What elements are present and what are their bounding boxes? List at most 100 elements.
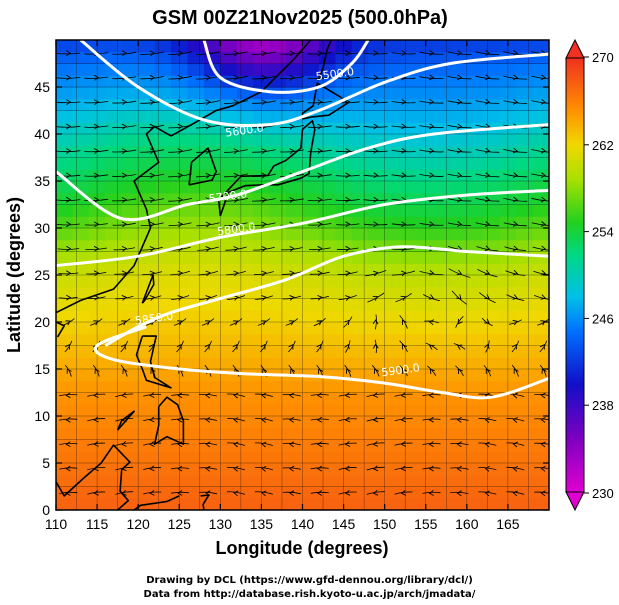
streamline-arrowhead (317, 172, 323, 179)
temperature-cell (105, 122, 123, 135)
streamline-arrowhead (233, 465, 239, 472)
streamline-arrowhead (261, 197, 267, 203)
temperature-cell (286, 192, 304, 206)
temperature-cell (56, 439, 73, 452)
temperature-cell (121, 87, 139, 100)
colorbar-label: 246 (592, 311, 614, 326)
temperature-cell (401, 122, 419, 135)
temperature-cell (56, 122, 73, 135)
streamline-arrowhead (149, 74, 155, 81)
temperature-cell (532, 228, 549, 241)
streamline-arrowhead (512, 196, 519, 203)
streamline-arrowhead (401, 344, 407, 350)
streamline-arrowhead (484, 465, 490, 472)
streamline-arrowhead (317, 221, 323, 228)
temperature-cell (450, 169, 468, 182)
temperature-cell (401, 110, 419, 123)
temperature-cell (286, 404, 304, 417)
streamline (448, 268, 471, 278)
temperature-cell (516, 392, 534, 405)
temperature-cell (286, 463, 304, 476)
temperature-cell (56, 298, 73, 311)
temperature-cell (286, 474, 304, 488)
streamline-arrowhead (400, 465, 407, 472)
temperature-cell (286, 345, 304, 358)
streamline-arrowhead (456, 294, 462, 300)
streamline (307, 198, 332, 202)
streamline-arrowhead (373, 99, 379, 105)
temperature-cell (121, 40, 139, 53)
temperature-cell (121, 345, 139, 358)
streamline-arrowhead (429, 147, 435, 154)
temperature-cell (384, 110, 402, 123)
temperature-cell (220, 474, 238, 488)
temperature-cell (302, 204, 320, 217)
temperature-cell (483, 333, 501, 347)
temperature-cell (384, 310, 402, 323)
temperature-cell (532, 275, 549, 288)
streamline (223, 173, 248, 178)
temperature-cell (351, 134, 369, 147)
streamline-arrowhead (429, 344, 435, 350)
streamline-arrowhead (93, 99, 100, 105)
temperature-cell (105, 427, 123, 441)
streamline-arrowhead (456, 441, 462, 448)
temperature-cell (466, 486, 484, 499)
streamline-arrowhead (402, 319, 407, 325)
streamline-arrowhead (288, 417, 295, 423)
temperature-cell (450, 275, 468, 288)
temperature-cell (302, 439, 320, 452)
streamline-arrowhead (261, 465, 267, 472)
streamline-arrowhead (484, 172, 491, 179)
streamline (56, 223, 80, 226)
temperature-cell (351, 310, 369, 323)
temperature-cell (187, 251, 205, 264)
streamline-arrowhead (345, 245, 351, 252)
temperature-cell (434, 333, 451, 347)
temperature-cell (401, 181, 419, 194)
streamline-arrowhead (372, 465, 379, 472)
temperature-cell (499, 486, 517, 499)
temperature-cell (434, 275, 451, 288)
temperature-cell (286, 416, 304, 429)
temperature-cell (269, 322, 287, 335)
streamline-arrowhead (540, 417, 546, 423)
temperature-cell (466, 416, 484, 429)
temperature-cell (499, 298, 517, 311)
temperature-cell (466, 181, 484, 194)
temperature-cell (203, 87, 221, 100)
streamline-arrowhead (317, 148, 323, 154)
temperature-cell (220, 498, 238, 510)
temperature-cell (532, 439, 549, 452)
streamline-arrowhead (400, 270, 407, 277)
temperature-cell (466, 369, 484, 382)
temperature-cell (483, 275, 501, 288)
temperature-cell (187, 122, 205, 135)
temperature-cell (220, 486, 238, 499)
temperature-cell (516, 416, 534, 429)
temperature-cell (335, 239, 353, 253)
streamline-arrowhead (429, 368, 435, 375)
height-contour-label: 5800.0 (216, 220, 256, 238)
temperature-cell (236, 357, 254, 370)
temperature-cell (450, 87, 468, 100)
temperature-cell (56, 98, 73, 112)
temperature-cell (368, 451, 386, 464)
temperature-cell (466, 333, 484, 347)
temperature-cell (121, 63, 139, 76)
temperature-cell (88, 216, 106, 229)
temperature-cell (466, 110, 484, 123)
temperature-cell (351, 345, 369, 358)
temperature-cell (499, 181, 517, 194)
temperature-cell (516, 216, 534, 229)
temperature-cell (187, 263, 205, 276)
temperature-cell (203, 181, 221, 194)
streamline (168, 75, 193, 80)
temperature-cell (335, 357, 353, 370)
temperature-cell (450, 204, 468, 217)
temperature-cell (499, 134, 517, 147)
streamline (196, 222, 220, 227)
streamline-arrowhead (65, 392, 71, 399)
streamline-arrowhead (512, 245, 519, 252)
temperature-cell (121, 298, 139, 311)
